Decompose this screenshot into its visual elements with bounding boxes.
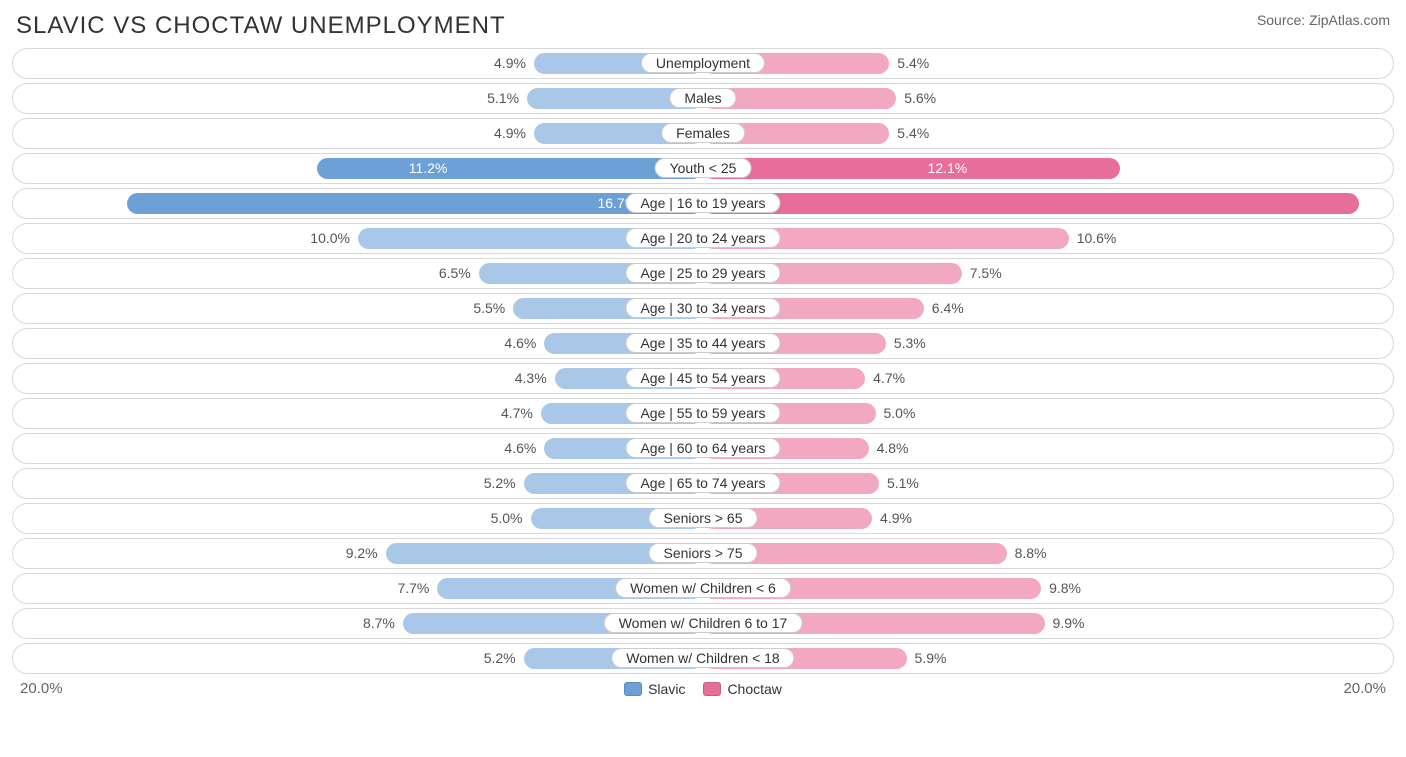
axis-max-right: 20.0%	[1343, 680, 1386, 697]
value-slavic: 5.1%	[487, 90, 519, 106]
value-slavic: 4.3%	[515, 370, 547, 386]
row-category-label: Age | 30 to 34 years	[625, 298, 780, 318]
source-prefix: Source:	[1257, 12, 1309, 28]
chart-title: SLAVIC VS CHOCTAW UNEMPLOYMENT	[16, 12, 506, 40]
diverging-bar-chart: 4.9% 5.4% Unemployment 5.1% 5.6% Males 4.9% 5.4…	[12, 48, 1394, 674]
value-slavic: 4.6%	[504, 440, 536, 456]
row-category-label: Women w/ Children < 6	[615, 578, 791, 598]
legend-label-slavic: Slavic	[648, 681, 685, 697]
legend: Slavic Choctaw	[624, 681, 782, 697]
value-slavic: 4.9%	[494, 125, 526, 141]
legend-label-choctaw: Choctaw	[727, 681, 781, 697]
row-category-label: Age | 35 to 44 years	[625, 333, 780, 353]
value-choctaw: 5.0%	[884, 405, 916, 421]
value-slavic: 9.2%	[346, 545, 378, 561]
source-name: ZipAtlas.com	[1309, 12, 1390, 28]
chart-row: 4.9% 5.4% Unemployment	[12, 48, 1394, 79]
value-slavic: 5.2%	[484, 650, 516, 666]
row-category-label: Age | 45 to 54 years	[625, 368, 780, 388]
chart-footer: 20.0% Slavic Choctaw 20.0%	[12, 680, 1394, 697]
chart-row: 16.7%19.0%Age | 16 to 19 years	[12, 188, 1394, 219]
source-attribution: Source: ZipAtlas.com	[1257, 12, 1390, 28]
bar-choctaw	[703, 193, 1359, 214]
bar-choctaw	[703, 158, 1120, 179]
row-category-label: Females	[661, 123, 745, 143]
value-choctaw: 5.9%	[915, 650, 947, 666]
value-choctaw: 8.8%	[1015, 545, 1047, 561]
value-choctaw: 5.3%	[894, 335, 926, 351]
value-slavic: 7.7%	[397, 580, 429, 596]
chart-row: 9.2% 8.8% Seniors > 75	[12, 538, 1394, 569]
chart-row: 4.9% 5.4% Females	[12, 118, 1394, 149]
bar-slavic	[317, 158, 703, 179]
chart-row: 5.2% 5.1% Age | 65 to 74 years	[12, 468, 1394, 499]
row-category-label: Women w/ Children 6 to 17	[604, 613, 803, 633]
chart-row: 5.2% 5.9% Women w/ Children < 18	[12, 643, 1394, 674]
value-slavic: 5.5%	[473, 300, 505, 316]
row-category-label: Age | 20 to 24 years	[625, 228, 780, 248]
value-slavic: 4.6%	[504, 335, 536, 351]
value-choctaw: 12.1%	[928, 160, 968, 176]
chart-row: 11.2% 12.1% Youth < 25	[12, 153, 1394, 184]
value-slavic: 4.7%	[501, 405, 533, 421]
chart-row: 5.5% 6.4% Age | 30 to 34 years	[12, 293, 1394, 324]
legend-item-slavic: Slavic	[624, 681, 685, 697]
value-slavic: 4.9%	[494, 55, 526, 71]
chart-row: 4.3% 4.7% Age | 45 to 54 years	[12, 363, 1394, 394]
value-choctaw: 9.9%	[1053, 615, 1085, 631]
chart-row: 8.7% 9.9% Women w/ Children 6 to 17	[12, 608, 1394, 639]
row-category-label: Youth < 25	[655, 158, 752, 178]
value-slavic: 10.0%	[310, 230, 350, 246]
legend-swatch-slavic	[624, 682, 642, 696]
legend-swatch-choctaw	[703, 682, 721, 696]
value-choctaw: 5.6%	[904, 90, 936, 106]
value-choctaw: 5.4%	[897, 125, 929, 141]
row-category-label: Women w/ Children < 18	[611, 648, 794, 668]
chart-row: 10.0% 10.6% Age | 20 to 24 years	[12, 223, 1394, 254]
value-choctaw: 9.8%	[1049, 580, 1081, 596]
chart-row: 7.7% 9.8% Women w/ Children < 6	[12, 573, 1394, 604]
chart-row: 5.0% 4.9% Seniors > 65	[12, 503, 1394, 534]
value-slavic: 6.5%	[439, 265, 471, 281]
chart-row: 6.5% 7.5% Age | 25 to 29 years	[12, 258, 1394, 289]
row-category-label: Age | 16 to 19 years	[625, 193, 780, 213]
row-category-label: Seniors > 65	[649, 508, 758, 528]
value-choctaw: 5.1%	[887, 475, 919, 491]
value-choctaw: 10.6%	[1077, 230, 1117, 246]
value-slavic: 8.7%	[363, 615, 395, 631]
value-choctaw: 6.4%	[932, 300, 964, 316]
chart-header: SLAVIC VS CHOCTAW UNEMPLOYMENT Source: Z…	[12, 12, 1394, 40]
row-category-label: Unemployment	[641, 53, 765, 73]
row-category-label: Age | 55 to 59 years	[625, 403, 780, 423]
value-choctaw: 7.5%	[970, 265, 1002, 281]
chart-row: 4.7% 5.0% Age | 55 to 59 years	[12, 398, 1394, 429]
row-category-label: Age | 25 to 29 years	[625, 263, 780, 283]
chart-row: 5.1% 5.6% Males	[12, 83, 1394, 114]
value-choctaw: 5.4%	[897, 55, 929, 71]
row-category-label: Males	[669, 88, 736, 108]
value-slavic: 5.2%	[484, 475, 516, 491]
value-slavic: 5.0%	[491, 510, 523, 526]
chart-row: 4.6% 4.8% Age | 60 to 64 years	[12, 433, 1394, 464]
row-category-label: Age | 65 to 74 years	[625, 473, 780, 493]
value-choctaw: 4.9%	[880, 510, 912, 526]
value-choctaw: 4.7%	[873, 370, 905, 386]
row-category-label: Age | 60 to 64 years	[625, 438, 780, 458]
value-slavic: 11.2%	[409, 160, 448, 176]
chart-row: 4.6% 5.3% Age | 35 to 44 years	[12, 328, 1394, 359]
row-category-label: Seniors > 75	[649, 543, 758, 563]
axis-max-left: 20.0%	[20, 680, 63, 697]
value-choctaw: 4.8%	[877, 440, 909, 456]
legend-item-choctaw: Choctaw	[703, 681, 781, 697]
